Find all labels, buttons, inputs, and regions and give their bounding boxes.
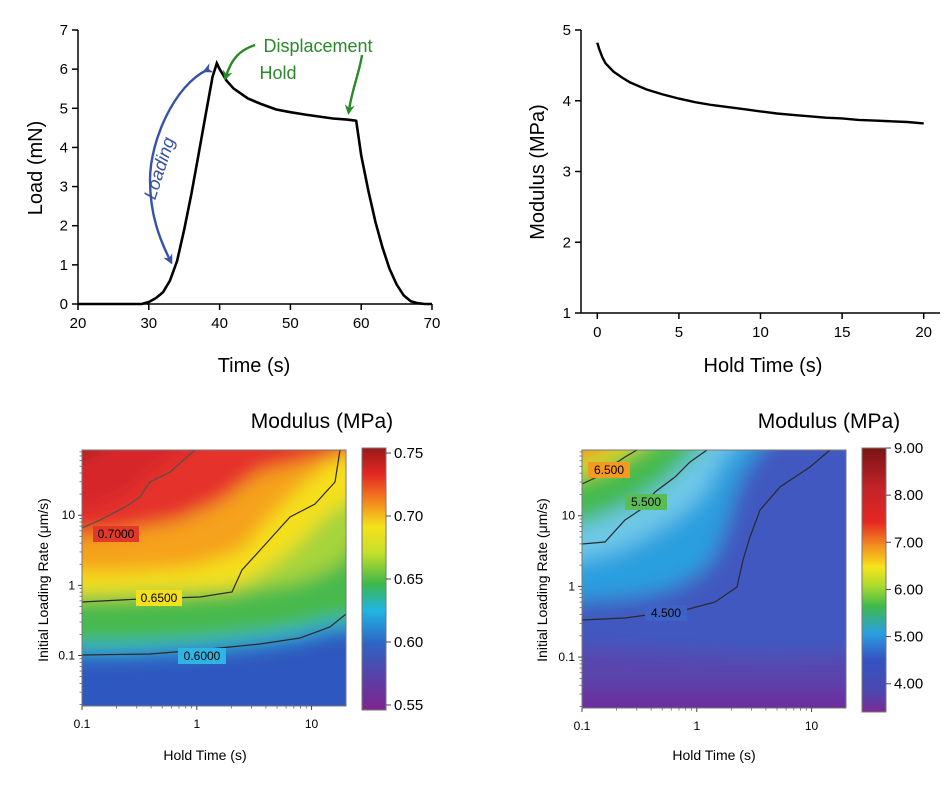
x-tick-label: 10 — [805, 719, 819, 733]
x-tick-label: 1 — [693, 719, 700, 733]
colorbar-tick-label: 7.00 — [894, 534, 923, 551]
contour-right-label-2: 5.500 — [631, 495, 661, 509]
x-tick-label: 0.1 — [74, 717, 91, 731]
y-tick-label: 0.1 — [558, 650, 575, 664]
y-tick-label: 3 — [60, 179, 68, 196]
colorbar-tick-label: 0.65 — [394, 571, 423, 588]
x-tick-label: 60 — [353, 315, 370, 332]
contour-right-lines — [582, 450, 831, 621]
load-time-chart: 20 30 40 50 60 70 0 1 2 3 4 5 6 7 Loading Displacemen… — [0, 0, 470, 392]
contour-right-label-1: 6.500 — [594, 463, 624, 477]
load-chart-svg: 20 30 40 50 60 70 0 1 2 3 4 5 6 7 Loading Displacemen… — [25, 22, 441, 377]
modulus-chart-svg: 0 5 10 15 20 1 2 3 4 5 Hold Time (s) Modulus (MPa… — [527, 22, 940, 377]
colorbar-tick-label: 6.00 — [894, 581, 923, 598]
loading-arrow — [148, 63, 214, 265]
y-tick-label: 1 — [60, 257, 68, 274]
x-tick-label: 40 — [211, 315, 228, 332]
y-tick-label: 0 — [60, 296, 68, 313]
x-tick-label: 0.1 — [574, 719, 591, 733]
y-tick-label: 3 — [563, 164, 571, 181]
x-tick-label: 15 — [834, 324, 851, 341]
contour-right-title: Modulus (MPa) — [758, 410, 900, 433]
contour-left-frame — [81, 449, 347, 707]
x-tick-label: 70 — [424, 315, 441, 332]
y-tick-label: 0.1 — [58, 649, 75, 663]
colorbar-tick-label: 0.55 — [394, 697, 423, 714]
modulus-series-line — [596, 42, 924, 125]
loading-annotation: Loading — [140, 135, 179, 202]
contour-left-lines — [82, 450, 346, 664]
contour-left-xlabel: Hold Time (s) — [163, 747, 246, 763]
y-tick-label: 7 — [60, 22, 68, 39]
y-tick-label: 2 — [563, 234, 571, 251]
colorbar-left — [361, 447, 387, 711]
colorbar-tick-label: 0.70 — [394, 508, 423, 525]
y-tick-label: 4 — [60, 139, 68, 156]
y-tick-label: 1 — [568, 579, 575, 593]
x-tick-label: 20 — [70, 315, 87, 332]
modulus-ylabel: Modulus (MPa) — [527, 104, 549, 240]
colorbar-tick-label: 4.00 — [894, 676, 923, 693]
contour-left-axes: 0.1 1 10 0.1 1 10 — [58, 451, 319, 731]
contour-right-ylabel: Initial Loading Rate (μm/s) — [534, 498, 550, 662]
hold-arrow-2 — [344, 54, 364, 115]
load-series-line — [78, 59, 432, 306]
contour-left-label-3: 0.6000 — [184, 649, 221, 663]
colorbar-tick-label: 8.00 — [894, 487, 923, 504]
x-tick-label: 50 — [282, 315, 299, 332]
y-tick-label: 10 — [562, 509, 576, 523]
colorbar-right-ticks: 9.00 8.00 7.00 6.00 5.00 4.00 — [886, 440, 923, 693]
load-ylabel: Load (mN) — [25, 121, 47, 215]
y-tick-label: 4 — [563, 93, 571, 110]
contour-right-axes: 0.1 1 10 0.1 1 10 — [558, 451, 819, 733]
x-tick-label: 0 — [593, 324, 601, 341]
y-tick-label: 1 — [68, 578, 75, 592]
colorbar-tick-label: 9.00 — [894, 440, 923, 457]
x-tick-label: 5 — [675, 324, 683, 341]
colorbar-tick-label: 5.00 — [894, 629, 923, 646]
modulus-axes: 0 5 10 15 20 1 2 3 4 5 — [563, 22, 940, 341]
load-xlabel: Time (s) — [218, 355, 291, 377]
hold-annotation-line1: Displacement — [263, 36, 372, 56]
modulus-holdtime-chart: 0 5 10 15 20 1 2 3 4 5 Hold Time (s) Modulus (MPa… — [475, 0, 945, 392]
y-tick-label: 5 — [563, 22, 571, 39]
contour-left-ylabel: Initial Loading Rate (μm/s) — [35, 498, 51, 662]
x-tick-label: 10 — [752, 324, 769, 341]
colorbar-tick-label: 0.75 — [394, 445, 423, 462]
contour-left-field — [82, 450, 346, 706]
contour-right-label-3: 4.500 — [651, 606, 681, 620]
modulus-xlabel: Hold Time (s) — [704, 355, 823, 377]
x-tick-label: 1 — [193, 717, 200, 731]
modulus-contour-map-right: 6.500 5.500 4.500 0.1 1 10 0.1 1 10 9.00 8.00 7… — [475, 392, 950, 784]
colorbar-left-ticks: 0.75 0.70 0.65 0.60 0.55 — [386, 445, 423, 714]
y-tick-label: 2 — [60, 218, 68, 235]
load-axes: 20 30 40 50 60 70 0 1 2 3 4 5 6 7 — [60, 22, 441, 332]
contour-right-field — [582, 450, 846, 708]
contour-left-label-1: 0.7000 — [98, 527, 135, 541]
contour-right-svg: 6.500 5.500 4.500 0.1 1 10 0.1 1 10 9.00 8.00 7… — [534, 410, 923, 763]
colorbar-right — [861, 447, 887, 713]
x-tick-label: 10 — [305, 717, 319, 731]
y-tick-label: 1 — [563, 305, 571, 322]
x-tick-label: 30 — [140, 315, 157, 332]
colorbar-tick-label: 0.60 — [394, 634, 423, 651]
contour-left-title: Modulus (MPa) — [251, 410, 393, 433]
y-tick-label: 5 — [60, 100, 68, 117]
modulus-contour-map-left: 0.7000 0.6500 0.6000 0.1 1 10 0.1 1 10 0.75 0.… — [0, 392, 475, 784]
contour-right-frame — [581, 449, 847, 709]
contour-right-xlabel: Hold Time (s) — [672, 747, 755, 763]
y-tick-label: 10 — [62, 508, 76, 522]
hold-arrow-1 — [222, 43, 256, 81]
contour-left-label-2: 0.6500 — [141, 591, 178, 605]
hold-annotation-line2: Hold — [259, 63, 296, 83]
x-tick-label: 20 — [915, 324, 932, 341]
y-tick-label: 6 — [60, 61, 68, 78]
